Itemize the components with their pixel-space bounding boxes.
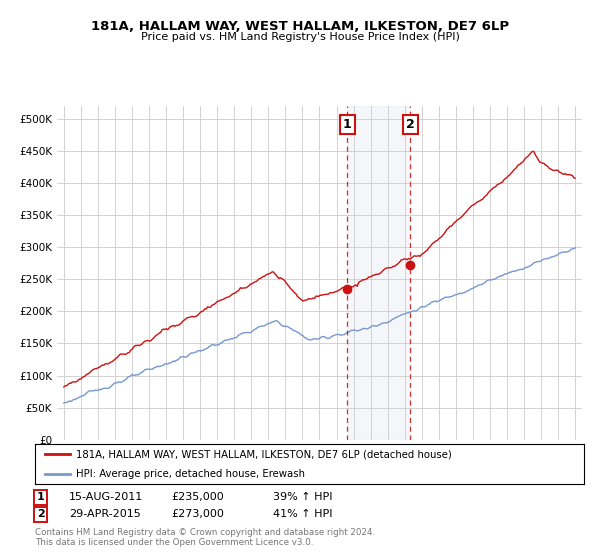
- Text: 39% ↑ HPI: 39% ↑ HPI: [273, 492, 332, 502]
- Text: 2: 2: [406, 118, 415, 131]
- Text: 181A, HALLAM WAY, WEST HALLAM, ILKESTON, DE7 6LP: 181A, HALLAM WAY, WEST HALLAM, ILKESTON,…: [91, 20, 509, 32]
- Text: Price paid vs. HM Land Registry's House Price Index (HPI): Price paid vs. HM Land Registry's House …: [140, 32, 460, 42]
- Text: 2: 2: [37, 509, 44, 519]
- Text: HPI: Average price, detached house, Erewash: HPI: Average price, detached house, Erew…: [76, 469, 305, 479]
- Text: Contains HM Land Registry data © Crown copyright and database right 2024.: Contains HM Land Registry data © Crown c…: [35, 528, 375, 537]
- Text: 41% ↑ HPI: 41% ↑ HPI: [273, 509, 332, 519]
- Text: £235,000: £235,000: [171, 492, 224, 502]
- Bar: [347, 106, 410, 440]
- Text: 181A, HALLAM WAY, WEST HALLAM, ILKESTON, DE7 6LP (detached house): 181A, HALLAM WAY, WEST HALLAM, ILKESTON,…: [76, 449, 452, 459]
- Text: 1: 1: [343, 118, 352, 131]
- Text: 15-AUG-2011: 15-AUG-2011: [69, 492, 143, 502]
- Text: 29-APR-2015: 29-APR-2015: [69, 509, 141, 519]
- Text: 1: 1: [37, 492, 44, 502]
- Text: £273,000: £273,000: [171, 509, 224, 519]
- Text: This data is licensed under the Open Government Licence v3.0.: This data is licensed under the Open Gov…: [35, 538, 313, 547]
